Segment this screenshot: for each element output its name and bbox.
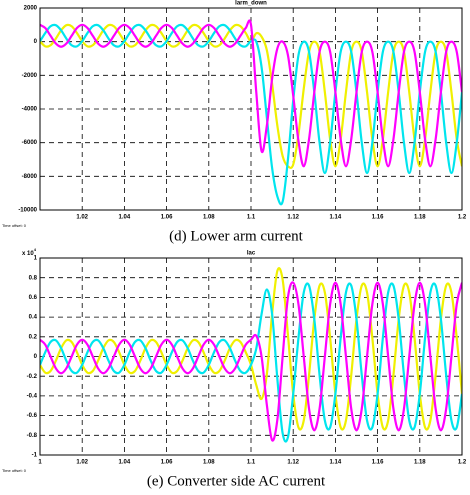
x-tick-label: 1.1: [247, 460, 256, 466]
time-offset: Time offset: 0: [2, 468, 27, 473]
chart-title: Iarm_down: [235, 1, 267, 7]
x-tick-label: 1.02: [76, 460, 88, 466]
plot-frame: [39, 7, 463, 211]
x-tick-label: 1.18: [414, 215, 426, 221]
x-tick-label: 1.16: [372, 460, 384, 466]
plot-frame: [39, 257, 463, 456]
y-tick-label: -6000: [22, 140, 38, 146]
y-tick-label: -0.2: [27, 374, 38, 380]
x-tick-label: 1.16: [372, 215, 384, 221]
y-tick-label: -4000: [22, 107, 38, 113]
y-tick-label: 0.8: [29, 275, 38, 281]
chart-title: Iac: [247, 251, 256, 257]
time-offset: Time offset: 0: [2, 223, 27, 228]
caption: (d) Lower arm current: [169, 228, 304, 244]
y-tick-label: -0.8: [27, 433, 38, 439]
x-tick-label: 1.08: [203, 215, 215, 221]
y-multiplier-base: x 10: [22, 251, 34, 257]
x-tick-label: 1.02: [76, 215, 88, 221]
y-tick-label: -1: [32, 453, 38, 459]
y-tick-label: 0.2: [29, 334, 38, 340]
x-tick-label: 1.14: [330, 460, 342, 466]
x-tick-label: 1.12: [287, 215, 299, 221]
series-line: [40, 281, 462, 442]
y-tick-label: -8000: [22, 174, 38, 180]
y-tick-label: -10000: [18, 208, 37, 214]
x-tick-label: 1.1: [247, 215, 256, 221]
x-tick-label: 1.18: [414, 460, 426, 466]
caption: (e) Converter side AC current: [147, 473, 326, 489]
y-tick-label: 0.6: [29, 295, 38, 301]
x-tick-label: 1.14: [330, 215, 342, 221]
x-tick-label: 1: [38, 460, 42, 466]
x-tick-label: 1.06: [161, 460, 173, 466]
series-line: [40, 19, 462, 168]
y-tick-label: -2000: [22, 73, 38, 79]
x-tick-label: 1.2: [458, 460, 467, 466]
x-tick-label: 1.04: [119, 215, 131, 221]
y-tick-label: 2000: [24, 6, 38, 12]
y-tick-label: 0: [34, 39, 38, 45]
y-tick-label: 1: [34, 256, 38, 262]
y-tick-label: 0.4: [29, 315, 38, 321]
x-tick-label: 1.08: [203, 460, 215, 466]
x-tick-label: 1.2: [458, 215, 467, 221]
x-tick-label: 1.12: [287, 460, 299, 466]
y-tick-label: -0.4: [27, 393, 38, 399]
y-multiplier-exponent: 4: [34, 247, 37, 252]
x-tick-label: 1.04: [119, 460, 131, 466]
y-tick-label: 0: [34, 354, 38, 360]
x-tick-label: 1.06: [161, 215, 173, 221]
y-tick-label: -0.6: [27, 413, 38, 419]
y-multiplier: x 104: [22, 247, 37, 257]
